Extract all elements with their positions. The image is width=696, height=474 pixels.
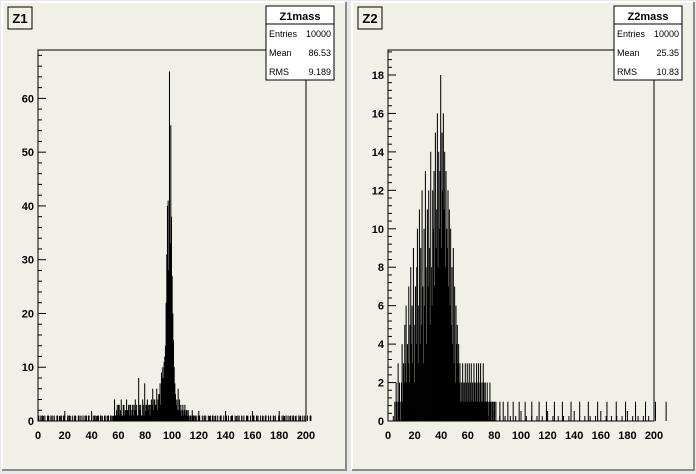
histogram-pad-z1: Z1 0 20 40 60 80 100 120 140 160 180 200 0 10 20 30 40 50… [1, 1, 347, 471]
x-tick-label: 80 [488, 430, 500, 442]
x-tick-label: 100 [512, 430, 530, 442]
x-tick-label: 200 [297, 430, 315, 442]
stats-mean-label: Mean [617, 48, 640, 58]
x-tick-label: 0 [385, 430, 391, 442]
x-tick-label: 160 [243, 430, 261, 442]
x-tick-label: 20 [59, 430, 71, 442]
x-axis: 0 20 40 60 80 100 120 140 160 180 200 [35, 411, 315, 442]
y-tick-label: 50 [22, 147, 34, 159]
stats-mean-label: Mean [269, 48, 292, 58]
y-tick-label: 14 [372, 147, 385, 159]
y-tick-label: 2 [378, 378, 384, 390]
stats-box: Z1mass Entries 10000 Mean 86.53 RMS 9.189 [265, 5, 335, 81]
x-tick-label: 0 [35, 430, 41, 442]
y-tick-label: 0 [28, 416, 34, 428]
pad-bevel-light [1, 1, 346, 470]
x-tick-label: 180 [618, 430, 636, 442]
stats-mean-value: 86.53 [308, 48, 331, 58]
x-tick-label: 140 [565, 430, 583, 442]
y-axis: 0 10 20 30 40 50 60 [22, 54, 46, 428]
pad-label: Z2 [357, 6, 383, 30]
stats-entries-label: Entries [617, 29, 646, 39]
stats-mean-value: 25.35 [656, 48, 679, 58]
y-tick-label: 60 [22, 93, 34, 105]
y-tick-label: 10 [372, 224, 384, 236]
x-tick-label: 180 [270, 430, 288, 442]
pad-bevel-dark [352, 2, 695, 471]
x-tick-label: 160 [592, 430, 610, 442]
stats-entries-value: 10000 [654, 29, 679, 39]
stats-box-frame [265, 5, 335, 81]
y-tick-label: 0 [378, 416, 384, 428]
x-tick-label: 200 [645, 430, 663, 442]
stats-entries-value: 10000 [306, 29, 331, 39]
y-axis: 0 2 4 6 8 10 12 14 16 18 [372, 51, 396, 428]
pad-label-text: Z1 [12, 11, 27, 26]
y-tick-label: 18 [372, 70, 384, 82]
x-tick-label: 40 [85, 430, 97, 442]
y-tick-label: 30 [22, 255, 34, 267]
stats-box-frame [613, 5, 683, 81]
stats-rms-label: RMS [269, 67, 289, 77]
histogram-bars [394, 74, 667, 422]
y-tick-label: 20 [22, 308, 34, 320]
stats-rms-value: 10.83 [656, 67, 679, 77]
x-tick-label: 60 [462, 430, 474, 442]
stats-box: Z2mass Entries 10000 Mean 25.35 RMS 10.83 [613, 5, 683, 81]
pad-label-text: Z2 [362, 11, 377, 26]
y-tick-label: 4 [378, 339, 385, 351]
pad-bevel-dark [2, 2, 347, 471]
x-axis: 0 20 40 60 80 100 120 140 160 180 200 [385, 411, 663, 442]
pad-label-box [7, 6, 33, 30]
x-tick-label: 100 [163, 430, 181, 442]
y-tick-label: 6 [378, 301, 384, 313]
histogram-pad-z2: Z2 0 20 40 60 80 100 120 140 160 180 200 0 2 4 6 8 10 12 14… [351, 1, 695, 471]
pad-label-box [357, 6, 383, 30]
y-tick-label: 12 [372, 185, 384, 197]
x-tick-label: 140 [216, 430, 234, 442]
x-tick-label: 20 [408, 430, 420, 442]
stats-rms-value: 9.189 [308, 67, 331, 77]
y-tick-label: 16 [372, 108, 384, 120]
y-tick-label: 8 [378, 262, 384, 274]
stats-title: Z2mass [628, 11, 669, 23]
x-tick-label: 60 [112, 430, 124, 442]
y-tick-label: 40 [22, 201, 34, 213]
x-tick-label: 120 [538, 430, 556, 442]
stats-title: Z1mass [280, 11, 321, 23]
y-tick-label: 10 [22, 362, 34, 374]
pad-label: Z1 [7, 6, 33, 30]
x-tick-label: 80 [139, 430, 151, 442]
x-tick-label: 40 [435, 430, 447, 442]
stats-entries-label: Entries [269, 29, 298, 39]
histogram-bars [37, 71, 312, 421]
x-tick-label: 120 [190, 430, 208, 442]
pad-bevel-light [351, 1, 694, 470]
stats-rms-label: RMS [617, 67, 637, 77]
